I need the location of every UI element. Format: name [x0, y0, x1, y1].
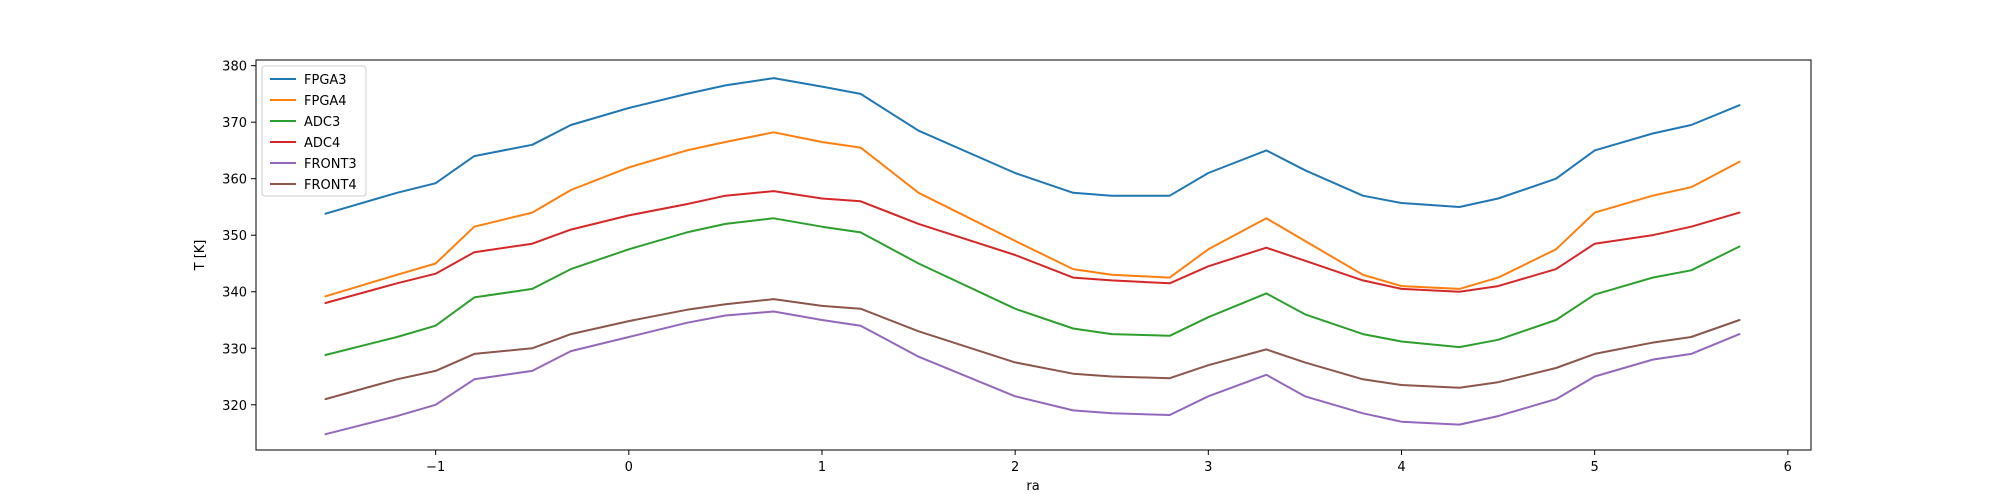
y-axis-label: T [K] [193, 240, 208, 272]
x-tick-label: 0 [625, 460, 633, 475]
series-layer [324, 77, 1741, 436]
series-line-adc4 [324, 190, 1741, 304]
x-tick-label: 2 [1011, 460, 1019, 475]
y-tick-label: 370 [222, 116, 247, 131]
legend-label-front4: FRONT4 [304, 178, 357, 193]
x-tick-label: 1 [818, 460, 826, 475]
y-tick-label: 330 [222, 342, 247, 357]
x-axis-label: ra [1026, 479, 1039, 494]
y-axis: 320 330 340 350 360 370 380 [222, 60, 256, 414]
x-axis: −1 0 1 2 3 4 5 6 [426, 450, 1792, 475]
y-tick-label: 380 [222, 60, 247, 75]
x-tick-label: 3 [1204, 460, 1212, 475]
plot-frame [255, 59, 1812, 451]
y-tick-label: 340 [222, 286, 247, 301]
legend-label-adc4: ADC4 [304, 136, 340, 151]
legend-label-fpga4: FPGA4 [304, 94, 347, 109]
legend-label-front3: FRONT3 [304, 157, 357, 172]
x-tick-label: 5 [1591, 460, 1599, 475]
legend-label-fpga3: FPGA3 [304, 73, 347, 88]
y-tick-label: 320 [222, 399, 247, 414]
x-tick-label: −1 [426, 460, 445, 475]
legend: FPGA3 FPGA4 ADC3 ADC4 FRONT3 FRONT4 [261, 65, 367, 197]
series-line-adc3 [324, 217, 1741, 356]
y-tick-label: 350 [222, 229, 247, 244]
x-tick-label: 4 [1397, 460, 1405, 475]
x-tick-label: 6 [1784, 460, 1792, 475]
series-line-fpga4 [324, 131, 1741, 298]
y-tick-label: 360 [222, 173, 247, 188]
legend-label-adc3: ADC3 [304, 115, 340, 130]
series-line-front3 [324, 310, 1741, 436]
series-line-front4 [324, 298, 1741, 401]
series-line-fpga3 [324, 77, 1741, 215]
